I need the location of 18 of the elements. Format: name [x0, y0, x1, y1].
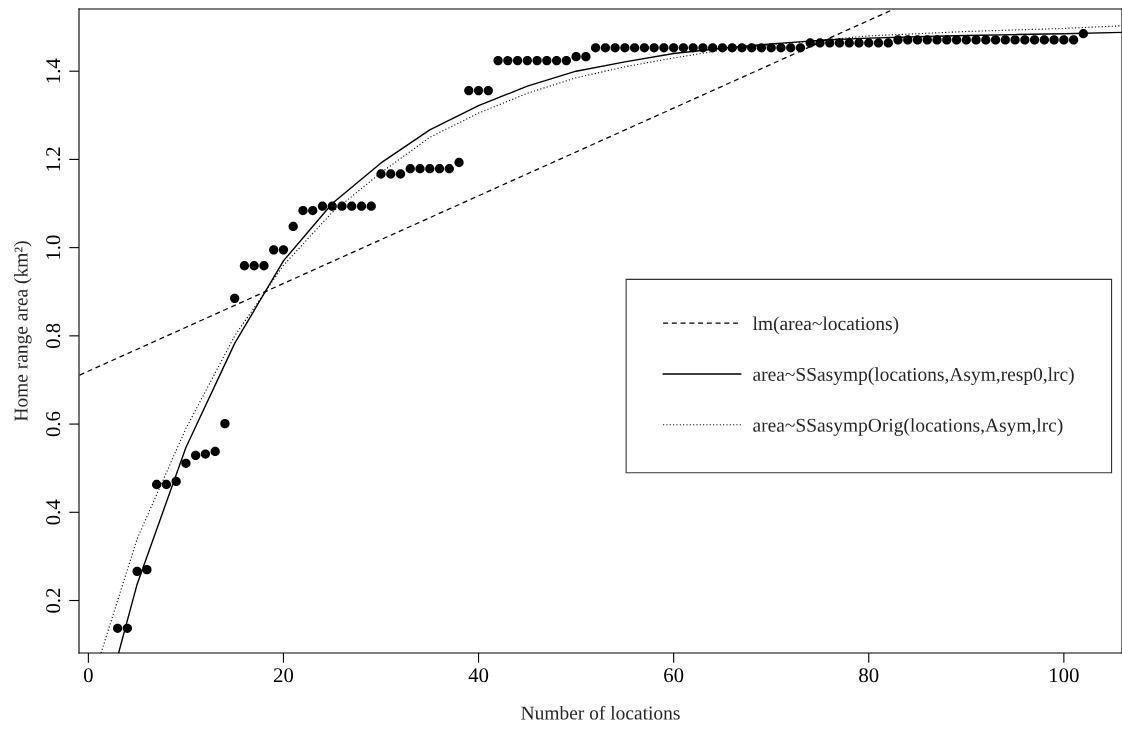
legend-label: area~SSasympOrig(locations,Asym,lrc): [753, 418, 1063, 436]
y-tick-label: 0.8: [46, 323, 61, 349]
x-tick-label: 20: [273, 668, 294, 683]
y-tick-label: 1.4: [46, 58, 61, 83]
y-tick-label: 0.4: [46, 499, 61, 525]
legend-label: lm(area~locations): [752, 316, 899, 335]
y-tick-label: 1.0: [46, 235, 61, 259]
x-tick-label: 80: [859, 668, 879, 683]
x-tick-label: 0: [83, 668, 93, 683]
x-axis-title: Number of locations: [521, 705, 680, 720]
y-tick-label: 0.2: [46, 588, 61, 613]
y-tick-label: 0.6: [46, 411, 61, 437]
y-axis-title: Home range area (km²): [13, 241, 32, 422]
x-tick-label: 60: [664, 668, 684, 683]
y-tick-label: 1.2: [46, 147, 61, 171]
x-tick-label: 100: [1050, 668, 1079, 683]
x-tick-label: 40: [468, 668, 489, 683]
legend-label: area~SSasymp(locations,Asym,resp0,lrc): [753, 367, 1074, 385]
